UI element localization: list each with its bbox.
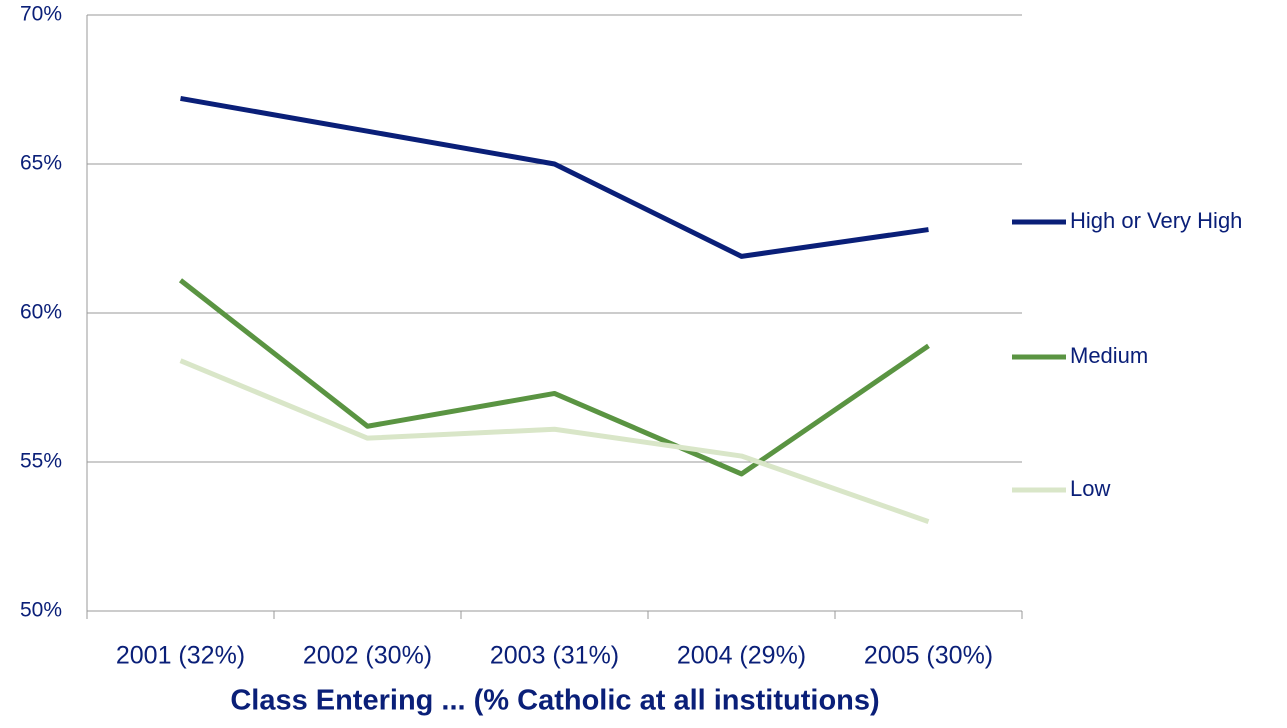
y-tick-label: 70% <box>20 3 62 26</box>
series-line <box>178 278 930 477</box>
legend-label: High or Very High <box>1070 208 1242 233</box>
y-tick-label: 65% <box>20 152 62 175</box>
x-tick-label: 2003 (31%) <box>490 642 619 670</box>
x-tick-label: 2005 (30%) <box>864 642 993 670</box>
y-tick-label: 60% <box>20 301 62 324</box>
y-tick-label: 55% <box>20 450 62 473</box>
x-tick-label: 2002 (30%) <box>303 642 432 670</box>
x-tick-label: 2001 (32%) <box>116 642 245 670</box>
x-axis-label: Class Entering ... (% Catholic at all in… <box>230 685 879 717</box>
series-line <box>179 358 930 524</box>
series-line <box>180 95 929 259</box>
legend-label: Medium <box>1070 343 1148 368</box>
x-tick-label: 2004 (29%) <box>677 642 806 670</box>
y-tick-label: 50% <box>20 599 62 622</box>
legend-label: Low <box>1070 476 1110 501</box>
